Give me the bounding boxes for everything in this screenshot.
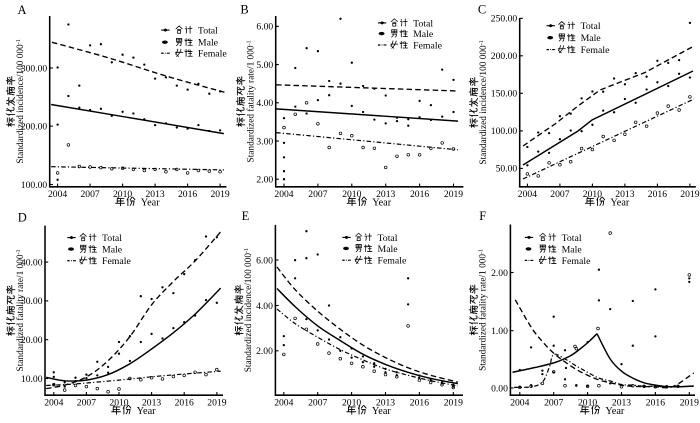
svg-text:5.00: 5.00 xyxy=(256,60,273,71)
svg-text:Female: Female xyxy=(562,256,591,267)
svg-text:Female: Female xyxy=(581,45,610,56)
svg-text:2019: 2019 xyxy=(680,397,699,408)
svg-text:D: D xyxy=(18,211,27,225)
svg-text:2007: 2007 xyxy=(81,189,100,200)
svg-text:2007: 2007 xyxy=(308,397,327,408)
svg-text:2004: 2004 xyxy=(44,397,63,408)
svg-text:B: B xyxy=(240,2,248,16)
svg-text:30.00: 30.00 xyxy=(21,296,43,307)
svg-text:Year: Year xyxy=(610,197,630,208)
svg-text:Male: Male xyxy=(562,244,583,255)
svg-text:2004: 2004 xyxy=(274,189,293,200)
svg-text:2010: 2010 xyxy=(113,189,132,200)
svg-text:2010: 2010 xyxy=(583,189,602,200)
svg-text:2016: 2016 xyxy=(648,189,667,200)
svg-text:40.00: 40.00 xyxy=(21,257,43,268)
svg-text:Year: Year xyxy=(372,197,392,208)
svg-text:20.00: 20.00 xyxy=(21,335,43,346)
svg-text:150.00: 150.00 xyxy=(491,89,518,100)
svg-text:2007: 2007 xyxy=(544,397,563,408)
svg-text:2019: 2019 xyxy=(680,189,699,200)
svg-text:250.00: 250.00 xyxy=(491,14,518,25)
svg-text:2013: 2013 xyxy=(376,189,395,200)
svg-text:Year: Year xyxy=(137,406,157,417)
svg-text:Total: Total xyxy=(413,18,433,29)
svg-text:Standardized fatality rate/1 0: Standardized fatality rate/1 000-1 xyxy=(15,249,26,371)
svg-text:100.00: 100.00 xyxy=(21,180,48,191)
svg-text:2016: 2016 xyxy=(410,189,429,200)
svg-text:Total: Total xyxy=(581,21,601,32)
svg-text:2019: 2019 xyxy=(207,397,226,408)
svg-text:2004: 2004 xyxy=(48,189,67,200)
svg-text:2013: 2013 xyxy=(142,397,161,408)
svg-text:Male: Male xyxy=(102,245,123,256)
svg-text:C: C xyxy=(478,3,486,17)
svg-text:50.00: 50.00 xyxy=(496,164,518,175)
svg-text:Female: Female xyxy=(102,256,131,267)
svg-text:200.00: 200.00 xyxy=(21,121,48,132)
svg-text:2013: 2013 xyxy=(612,397,631,408)
svg-text:Year: Year xyxy=(141,197,161,208)
svg-text:Year: Year xyxy=(605,406,625,417)
svg-text:2004: 2004 xyxy=(274,397,293,408)
svg-text:Male: Male xyxy=(581,33,602,44)
svg-text:Female: Female xyxy=(378,256,407,267)
svg-text:2007: 2007 xyxy=(550,189,569,200)
svg-text:3.00: 3.00 xyxy=(256,136,273,147)
svg-text:1.00: 1.00 xyxy=(491,326,508,337)
svg-text:2010: 2010 xyxy=(578,397,597,408)
svg-text:Standardized incidence/100 000: Standardized incidence/100 000-1 xyxy=(478,40,489,164)
svg-text:Male: Male xyxy=(198,38,219,49)
svg-text:6.00: 6.00 xyxy=(256,22,273,33)
svg-text:Total: Total xyxy=(562,233,582,244)
svg-text:2019: 2019 xyxy=(444,397,463,408)
svg-text:2007: 2007 xyxy=(308,189,327,200)
svg-text:2016: 2016 xyxy=(410,397,429,408)
svg-text:A: A xyxy=(17,3,26,17)
svg-text:2013: 2013 xyxy=(146,189,165,200)
svg-text:200.00: 200.00 xyxy=(491,51,518,62)
svg-text:2.00: 2.00 xyxy=(256,346,273,357)
svg-text:Female: Female xyxy=(413,40,442,51)
svg-text:Total: Total xyxy=(198,26,218,37)
svg-text:2016: 2016 xyxy=(646,397,665,408)
svg-text:2010: 2010 xyxy=(342,189,361,200)
svg-text:Year: Year xyxy=(372,406,392,417)
svg-text:0.00: 0.00 xyxy=(491,383,508,394)
svg-text:2010: 2010 xyxy=(109,397,128,408)
svg-text:Standardized fatality rate/1 0: Standardized fatality rate/1 000-1 xyxy=(245,40,256,162)
svg-text:2016: 2016 xyxy=(175,397,194,408)
svg-text:2007: 2007 xyxy=(77,397,96,408)
svg-text:Total: Total xyxy=(102,233,122,244)
svg-text:Female: Female xyxy=(198,49,227,60)
svg-text:2013: 2013 xyxy=(376,397,395,408)
svg-text:4.00: 4.00 xyxy=(256,98,273,109)
svg-text:100.00: 100.00 xyxy=(491,126,518,137)
svg-text:2016: 2016 xyxy=(178,189,197,200)
svg-text:2019: 2019 xyxy=(211,189,230,200)
svg-text:Male: Male xyxy=(378,244,399,255)
svg-text:2.00: 2.00 xyxy=(256,175,273,186)
svg-text:2.00: 2.00 xyxy=(491,268,508,279)
svg-text:6.00: 6.00 xyxy=(256,255,273,266)
svg-text:F: F xyxy=(479,209,486,223)
svg-text:2013: 2013 xyxy=(615,189,634,200)
svg-text:10.00: 10.00 xyxy=(21,374,43,385)
svg-text:Male: Male xyxy=(413,29,434,40)
svg-text:E: E xyxy=(242,209,250,223)
svg-text:2019: 2019 xyxy=(444,189,463,200)
svg-text:4.00: 4.00 xyxy=(256,301,273,312)
svg-text:2004: 2004 xyxy=(510,397,529,408)
svg-text:2004: 2004 xyxy=(518,189,537,200)
svg-text:Standardized fatality rate/1 0: Standardized fatality rate/1 000-1 xyxy=(478,249,489,371)
svg-text:Total: Total xyxy=(378,233,398,244)
svg-text:Standardized incidence/100 000: Standardized incidence/100 000-1 xyxy=(15,39,26,163)
svg-text:Standardized incidence/100 000: Standardized incidence/100 000-1 xyxy=(243,248,254,372)
svg-text:2010: 2010 xyxy=(342,397,361,408)
svg-text:300.00: 300.00 xyxy=(21,63,48,74)
